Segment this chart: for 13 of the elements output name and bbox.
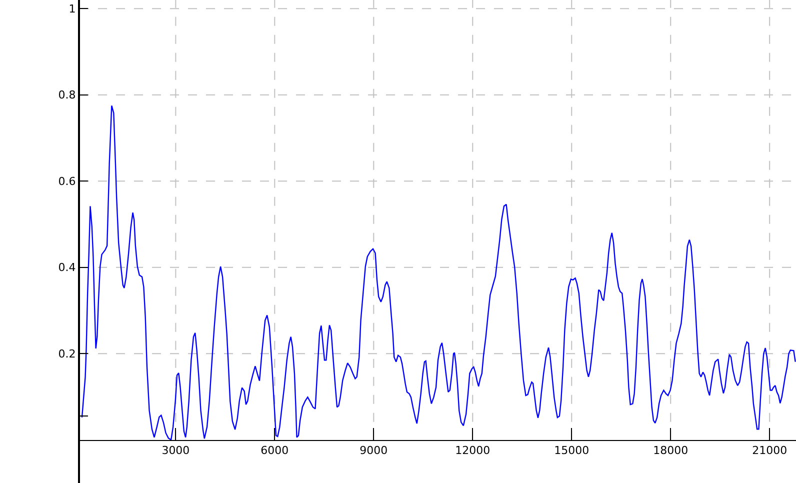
y-tick-label: 0.8 — [58, 88, 76, 102]
x-tick-label: 6000 — [260, 444, 289, 458]
x-tick-label: 12000 — [455, 444, 490, 458]
y-tick-label: 0.2 — [58, 347, 76, 360]
x-tick-label: 3000 — [162, 444, 190, 458]
x-tick-label: 9000 — [360, 444, 388, 458]
x-tick-label: 18000 — [653, 444, 688, 458]
y-tick-label: 1 — [68, 2, 76, 16]
x-tick-label: 15000 — [554, 444, 590, 458]
line-series — [81, 105, 796, 440]
x-tick-label: 21000 — [752, 444, 788, 458]
y-tick-label: 0.4 — [58, 261, 76, 274]
y-tick-label: 0.6 — [58, 174, 76, 188]
